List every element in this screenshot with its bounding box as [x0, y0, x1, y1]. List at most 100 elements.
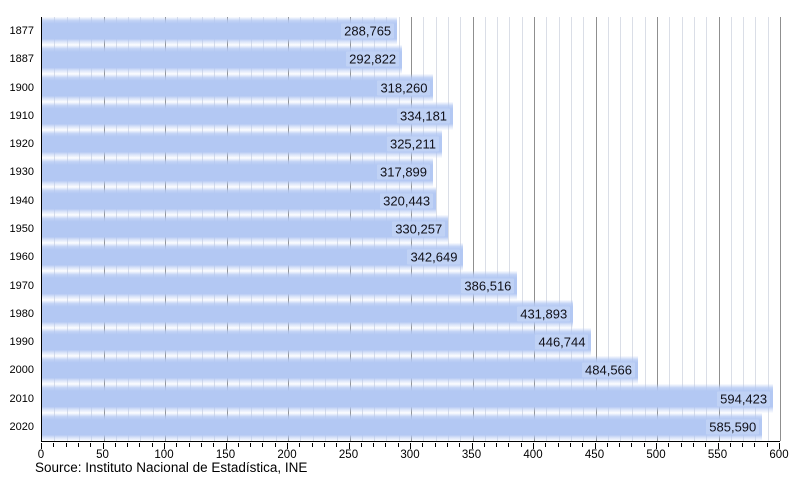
minor-tick — [569, 442, 571, 447]
population-bar-2010: 594,423 — [42, 384, 774, 413]
population-bar-1940: 320,443 — [42, 186, 437, 215]
minor-tick — [360, 442, 362, 447]
major-tick — [164, 442, 165, 449]
x-axis-tick-labels: 0 50 100 150 200 250 300 350 400 450 500 550 600 — [37, 449, 789, 463]
minor-gridline — [570, 17, 572, 441]
x-tick-label-50: 50 — [96, 449, 109, 461]
minor-tick — [299, 442, 301, 447]
minor-gridline — [644, 17, 646, 441]
y-axis-year-labels: 1877 1887 1900 1910 1920 1930 1940 1950 1960 1970… — [0, 17, 34, 441]
minor-gridline — [620, 17, 622, 441]
year-label-1990: 1990 — [9, 336, 34, 349]
minor-tick — [237, 442, 239, 447]
year-label-1970: 1970 — [9, 279, 34, 292]
minor-tick — [545, 442, 547, 447]
major-tick — [717, 442, 719, 449]
minor-tick — [90, 442, 92, 447]
year-label-1920: 1920 — [9, 138, 34, 151]
x-axis-ticks — [41, 442, 780, 451]
minor-tick — [385, 442, 387, 447]
population-bar-2020: 585,590 — [42, 412, 763, 441]
minor-gridline — [447, 17, 449, 441]
minor-gridline — [730, 17, 732, 441]
major-tick — [779, 442, 780, 449]
population-bar-1970: 386,516 — [42, 271, 518, 300]
bar-value-label: 386,516 — [461, 278, 515, 294]
minor-tick — [323, 442, 325, 447]
minor-gridline — [607, 17, 609, 441]
population-bar-1900: 318,260 — [42, 73, 434, 102]
minor-tick — [422, 442, 424, 447]
major-gridline — [657, 17, 658, 441]
population-bar-1877: 288,765 — [42, 17, 398, 46]
bar-row-1877: 288,765 — [42, 17, 780, 46]
minor-gridline — [755, 17, 757, 441]
minor-tick — [188, 442, 190, 447]
year-label-1877: 1877 — [9, 25, 34, 38]
major-tick — [410, 442, 411, 449]
x-tick-label-100: 100 — [154, 449, 174, 461]
major-gridline — [472, 17, 474, 441]
population-bar-1930: 317,899 — [42, 158, 434, 187]
x-tick-label-450: 450 — [584, 449, 605, 461]
minor-tick — [705, 442, 707, 447]
population-bar-1990: 446,744 — [42, 327, 592, 357]
bar-row-1920: 325,211 — [42, 130, 780, 159]
x-tick-label-600: 600 — [769, 449, 789, 461]
minor-tick — [754, 442, 756, 447]
minor-tick — [127, 442, 129, 447]
bar-row-1940: 320,443 — [42, 186, 780, 215]
population-bar-1950: 330,257 — [42, 214, 449, 244]
minor-gridline — [632, 17, 634, 441]
minor-tick — [692, 442, 694, 447]
population-bar-1887: 292,822 — [42, 45, 403, 74]
year-label-1887: 1887 — [9, 53, 34, 66]
bar-value-label: 318,260 — [377, 80, 431, 96]
minor-tick — [65, 442, 67, 447]
minor-tick — [336, 442, 338, 447]
bar-row-2020: 585,590 — [42, 412, 780, 441]
bar-value-label: 484,566 — [582, 362, 636, 378]
bar-value-label: 334,181 — [397, 108, 451, 124]
minor-tick — [139, 442, 141, 447]
minor-gridline — [521, 17, 523, 441]
minor-gridline — [484, 17, 486, 441]
major-tick — [471, 442, 473, 449]
source-caption: Source: Instituto Nacional de Estadístic… — [35, 460, 308, 475]
minor-gridline — [558, 17, 560, 441]
bar-value-label: 446,744 — [535, 334, 589, 350]
year-label-2000: 2000 — [9, 364, 34, 377]
year-label-1940: 1940 — [9, 194, 34, 207]
major-tick — [287, 442, 288, 449]
minor-tick — [742, 442, 744, 447]
minor-tick — [373, 442, 375, 447]
x-tick-label-0: 0 — [37, 449, 45, 461]
year-label-1900: 1900 — [9, 81, 34, 94]
minor-tick — [274, 442, 276, 447]
bar-row-1930: 317,899 — [42, 158, 780, 187]
minor-gridline — [509, 17, 511, 441]
minor-gridline — [767, 17, 769, 441]
year-label-2010: 2010 — [9, 392, 34, 405]
major-gridline — [595, 17, 597, 441]
minor-tick — [397, 442, 399, 447]
major-tick — [533, 442, 534, 449]
minor-tick — [434, 442, 436, 447]
major-gridline — [718, 17, 720, 441]
year-label-1950: 1950 — [9, 222, 34, 235]
major-gridline — [780, 17, 781, 441]
minor-tick — [631, 442, 633, 447]
bar-row-2000: 484,566 — [42, 356, 780, 385]
minor-gridline — [669, 17, 671, 441]
x-tick-label-300: 300 — [400, 449, 420, 461]
population-bar-1980: 431,893 — [42, 299, 574, 328]
minor-tick — [151, 442, 153, 447]
bar-value-label: 585,590 — [706, 419, 760, 435]
x-tick-label-550: 550 — [707, 449, 728, 461]
major-tick — [594, 442, 596, 449]
minor-tick — [606, 442, 608, 447]
minor-tick — [250, 442, 252, 447]
major-tick — [225, 442, 227, 449]
year-label-1910: 1910 — [9, 109, 34, 122]
